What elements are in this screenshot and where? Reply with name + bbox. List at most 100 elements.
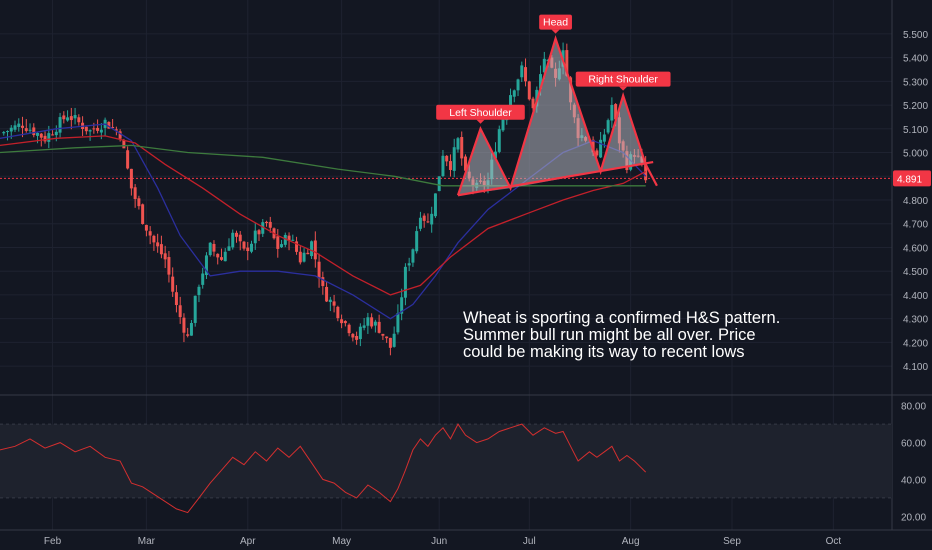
time-tick-label: Feb xyxy=(44,536,62,547)
rsi-axis: 80.00 60.00 40.00 20.00 xyxy=(901,402,926,524)
candle xyxy=(351,332,355,342)
candle xyxy=(66,110,70,122)
candle xyxy=(219,248,223,261)
candle xyxy=(396,304,400,335)
pattern-label: Right Shoulder xyxy=(575,71,671,91)
candle xyxy=(32,123,36,138)
candle xyxy=(24,119,28,133)
candle xyxy=(452,138,456,178)
price-tick-label: 4.100 xyxy=(903,362,928,373)
candle xyxy=(201,267,205,289)
head-shoulders-pattern: Left Shoulder Head Right Shoulder xyxy=(436,14,671,197)
candle xyxy=(167,251,171,283)
candle xyxy=(234,230,238,243)
candle xyxy=(182,313,186,343)
candle xyxy=(141,203,145,225)
time-tick-label: Sep xyxy=(723,536,741,547)
candle xyxy=(599,131,603,159)
candle xyxy=(527,80,531,101)
candle xyxy=(186,327,190,338)
candle xyxy=(430,206,434,233)
candle xyxy=(460,131,464,166)
candle xyxy=(265,220,269,227)
candle xyxy=(28,123,32,134)
candle xyxy=(325,281,329,303)
candle xyxy=(223,248,227,262)
candle xyxy=(456,137,460,153)
candle xyxy=(343,320,347,327)
candle xyxy=(415,226,419,254)
candle xyxy=(291,234,295,241)
rsi-pane xyxy=(0,423,892,514)
candle xyxy=(231,229,235,250)
candle xyxy=(358,323,362,347)
candle xyxy=(73,107,77,125)
candle xyxy=(51,130,55,136)
pattern-outline xyxy=(456,35,647,196)
candle xyxy=(298,246,302,265)
candle xyxy=(445,155,449,167)
candle xyxy=(163,245,167,269)
candle xyxy=(133,184,137,208)
candle xyxy=(268,216,272,233)
candle xyxy=(437,176,441,192)
candle xyxy=(403,263,407,306)
time-tick-label: Mar xyxy=(138,536,156,547)
last-price-value: 4.891 xyxy=(897,174,922,185)
price-tick-label: 5.500 xyxy=(903,30,928,41)
candle xyxy=(512,89,516,103)
candle xyxy=(6,130,10,141)
candle xyxy=(69,107,73,130)
candle xyxy=(189,320,193,336)
candle xyxy=(381,333,385,340)
candle xyxy=(433,193,437,218)
price-tick-label: 5.100 xyxy=(903,125,928,136)
candle xyxy=(2,130,6,136)
candle xyxy=(126,146,130,170)
rsi-tick-label: 20.00 xyxy=(901,512,926,523)
price-tick-label: 4.500 xyxy=(903,267,928,278)
candle xyxy=(362,317,366,331)
candle xyxy=(497,125,501,154)
candle xyxy=(373,319,377,333)
candle xyxy=(606,118,610,135)
last-price-badge-bg xyxy=(893,170,931,187)
moving-average-slow xyxy=(0,144,646,187)
candle xyxy=(246,241,250,261)
pattern-label-text: Head xyxy=(543,17,568,29)
candle xyxy=(238,231,242,251)
rsi-line xyxy=(0,423,647,514)
candle xyxy=(21,116,25,138)
rsi-tick-label: 40.00 xyxy=(901,475,926,486)
candle xyxy=(216,253,220,265)
neckline xyxy=(457,160,654,197)
price-axis: 5.5005.4005.3005.2005.1005.0004.9004.800… xyxy=(903,30,928,373)
candle xyxy=(448,154,452,177)
candle xyxy=(174,285,178,313)
candle xyxy=(418,211,422,232)
candle xyxy=(144,224,148,237)
candle xyxy=(148,226,152,245)
candle xyxy=(317,253,321,288)
candle xyxy=(96,119,100,134)
candle xyxy=(407,257,411,272)
pattern-label-text: Left Shoulder xyxy=(449,107,512,119)
candle xyxy=(610,97,614,128)
candle xyxy=(422,213,426,228)
candle xyxy=(88,129,92,141)
time-tick-label: May xyxy=(332,536,351,547)
candle xyxy=(328,296,332,312)
candle xyxy=(463,154,467,173)
candle xyxy=(524,58,528,87)
last-price-badge: 4.891 xyxy=(893,170,931,187)
candle xyxy=(77,114,81,126)
candle xyxy=(107,121,111,129)
candle xyxy=(377,314,381,334)
candle xyxy=(242,240,246,251)
candle xyxy=(283,232,287,248)
time-tick-label: Apr xyxy=(240,536,256,547)
candle xyxy=(310,240,314,259)
candle xyxy=(516,78,520,97)
rsi-tick-label: 60.00 xyxy=(901,439,926,450)
candle xyxy=(62,111,66,124)
